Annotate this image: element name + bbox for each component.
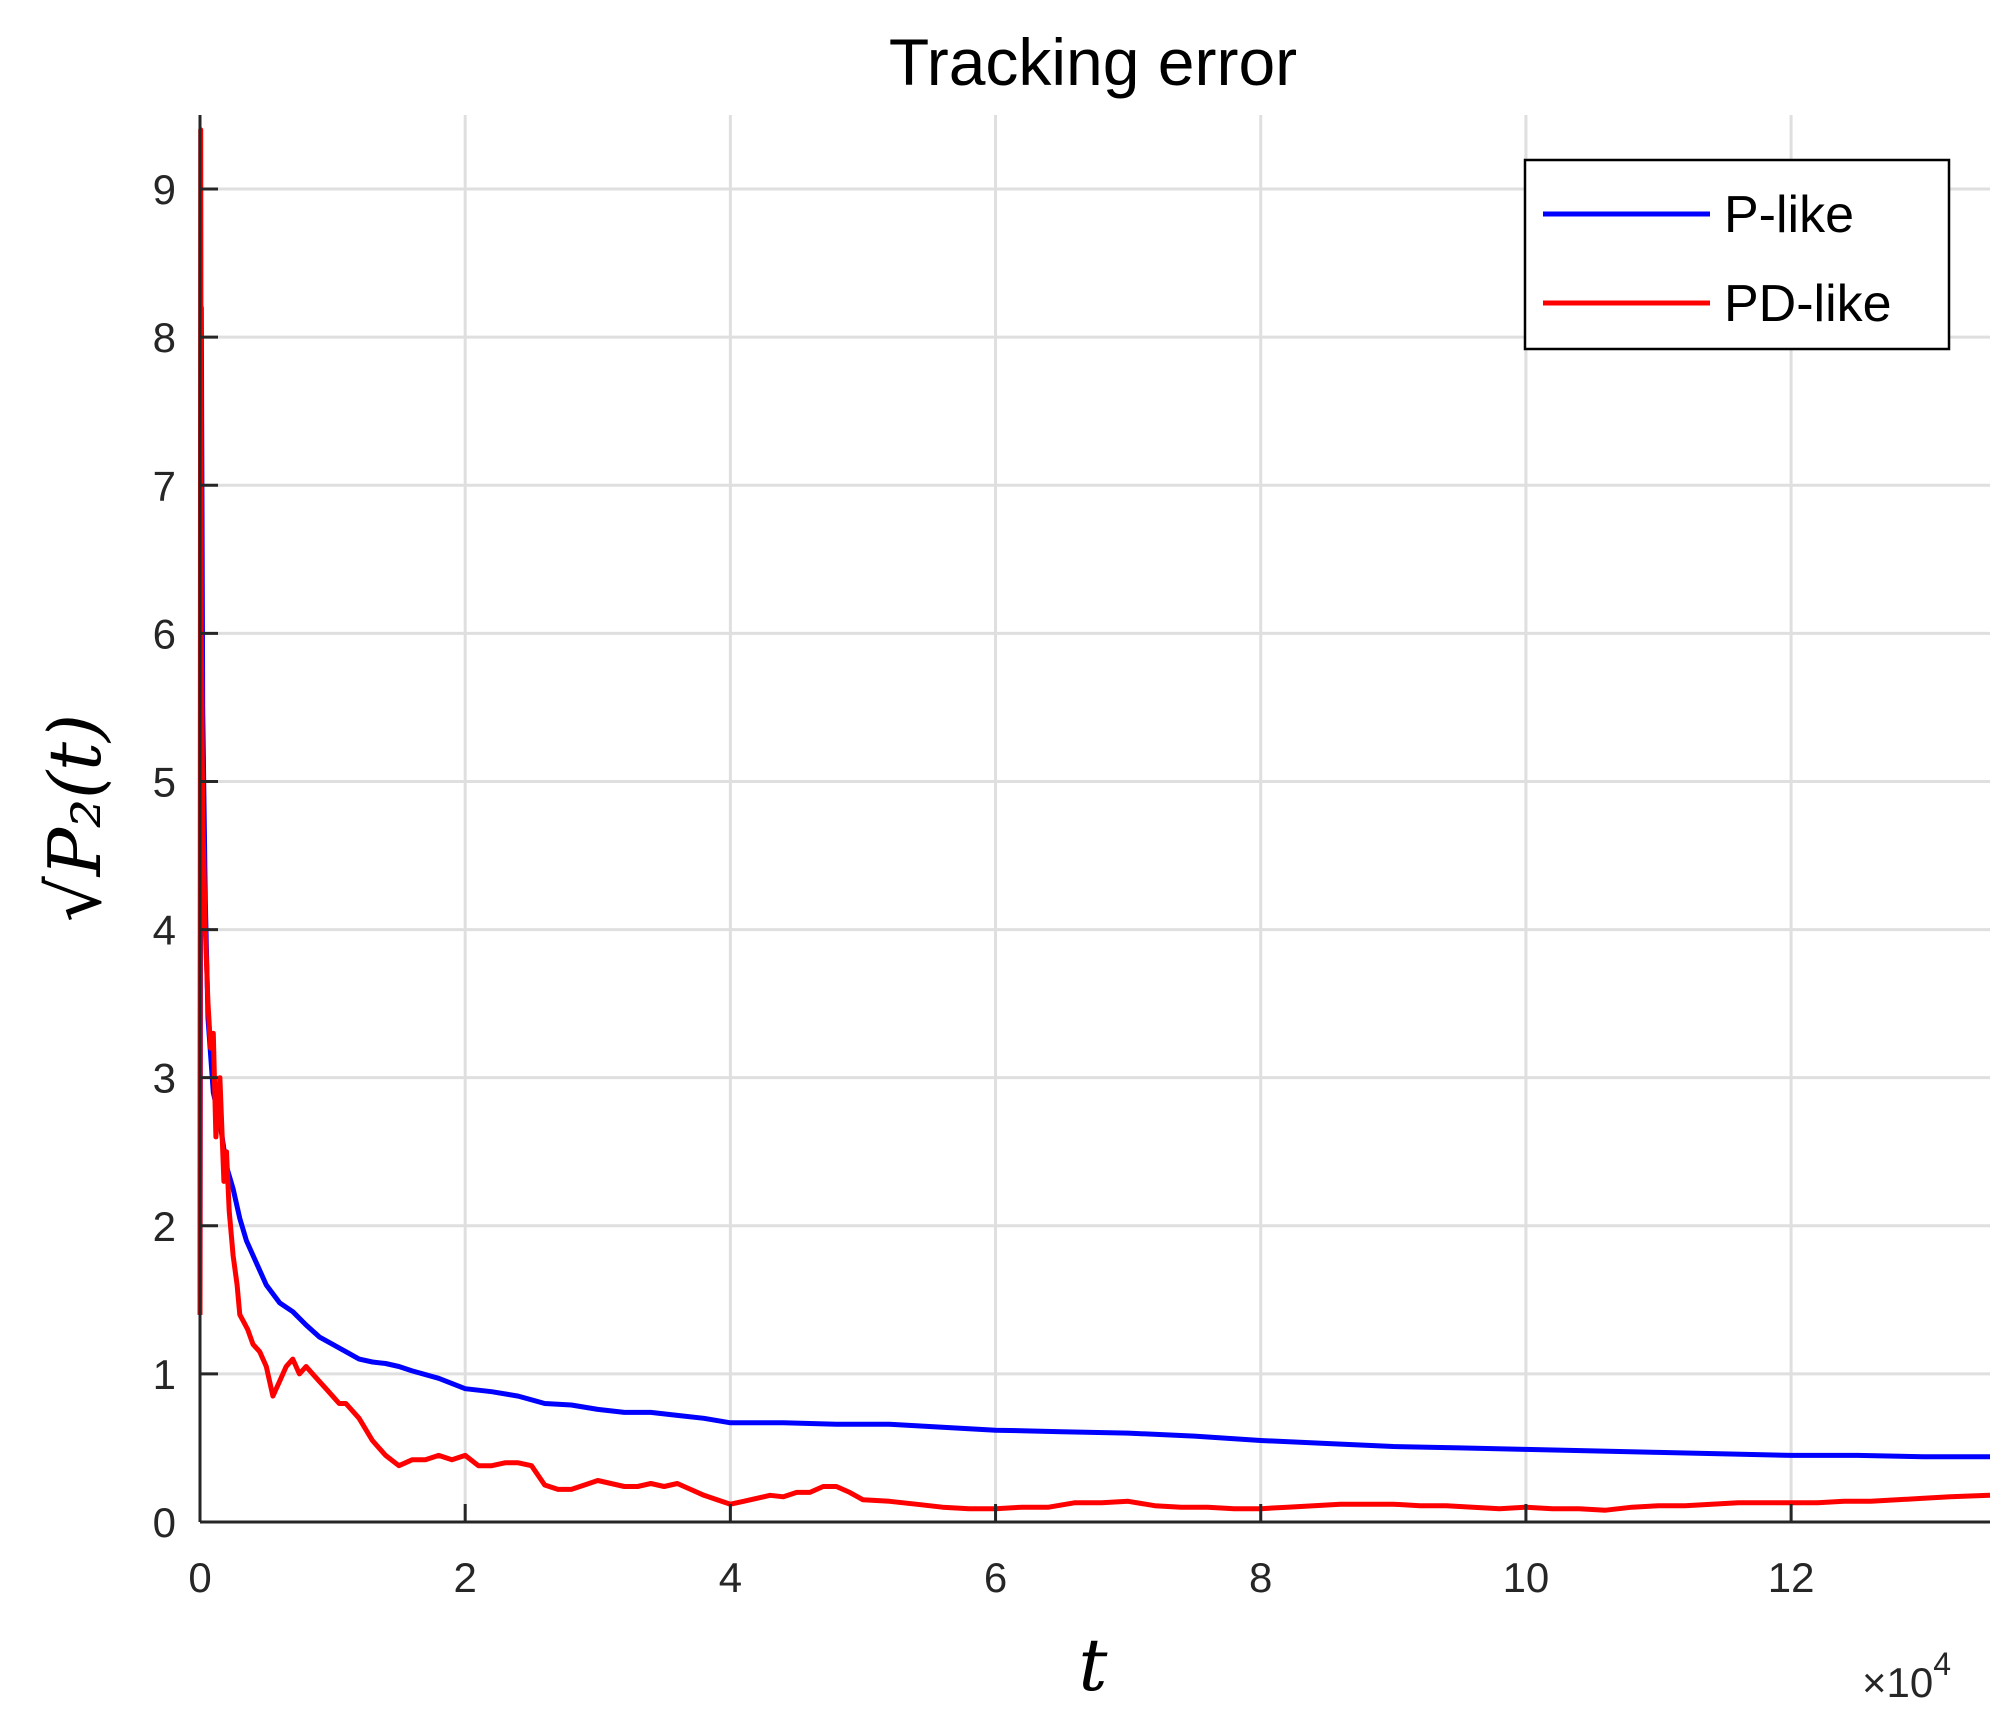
x-tick-label: 10 (1503, 1554, 1550, 1601)
x-multiplier-base: ×10 (1862, 1659, 1933, 1706)
chart-title: Tracking error (889, 25, 1297, 99)
y-tick-label: 0 (153, 1499, 176, 1546)
y-tick-label: 5 (153, 758, 176, 805)
y-ticks: 0 1 2 3 4 5 6 7 8 9 (153, 166, 218, 1546)
y-tick-label: 1 (153, 1351, 176, 1398)
x-tick-label: 2 (454, 1554, 477, 1601)
legend-label-p-like: P-like (1724, 186, 1854, 244)
y-tick-label: 9 (153, 166, 176, 213)
y-axis-label: √P₂(t) (33, 714, 117, 922)
series-line-pd-like (197, 127, 1991, 1513)
y-tick-label: 3 (153, 1055, 176, 1102)
x-tick-label: 4 (719, 1554, 742, 1601)
x-axis-multiplier: ×104 (1862, 1646, 1951, 1706)
x-multiplier-exponent: 4 (1933, 1646, 1951, 1682)
x-tick-label: 0 (188, 1554, 211, 1601)
x-axis-label: t (1079, 1623, 1109, 1707)
legend-label-pd-like: PD-like (1724, 275, 1892, 333)
y-tick-label: 6 (153, 610, 176, 657)
series-layer (197, 127, 1991, 1513)
legend-box (1523, 158, 1951, 351)
series-line-p-like (197, 305, 1990, 1460)
x-tick-label: 8 (1249, 1554, 1272, 1601)
y-tick-label: 2 (153, 1203, 176, 1250)
axes (198, 115, 1990, 1524)
y-tick-label: 4 (153, 907, 176, 954)
legend: P-like PD-like (1523, 158, 1951, 351)
x-ticks: 0 2 4 6 8 10 12 (188, 1504, 1814, 1601)
y-tick-label: 8 (153, 314, 176, 361)
x-tick-label: 12 (1768, 1554, 1815, 1601)
y-tick-label: 7 (153, 462, 176, 509)
x-tick-label: 6 (984, 1554, 1007, 1601)
